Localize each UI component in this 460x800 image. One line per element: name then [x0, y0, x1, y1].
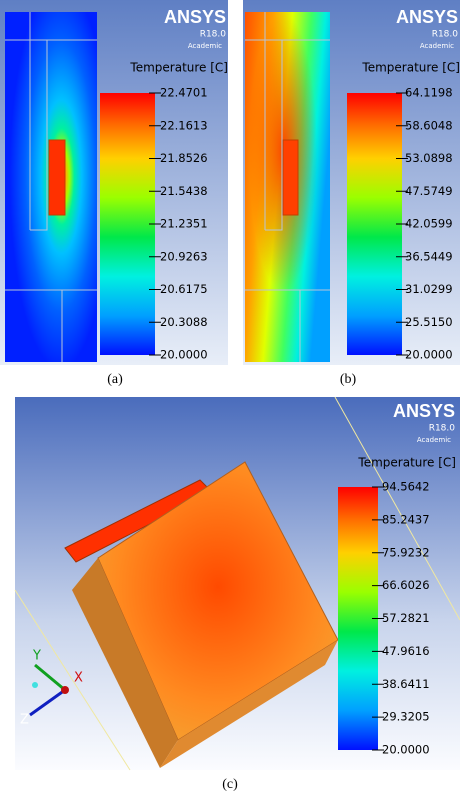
legend-label: 20.9263 [160, 249, 208, 263]
triad [29, 663, 69, 717]
legend-label: 47.9616 [382, 644, 430, 658]
legend-label: 58.6048 [405, 118, 453, 132]
color-bar [347, 93, 402, 355]
color-bar [100, 93, 155, 355]
guide-line [334, 396, 460, 621]
legend-label: 57.2821 [382, 611, 430, 625]
version: R18.0 [429, 424, 456, 434]
triad-label: Z [20, 713, 29, 728]
legend-label: 25.5150 [405, 315, 453, 329]
version: R18.0 [200, 30, 227, 40]
legend-label: 20.6175 [160, 282, 208, 296]
legend-label: 20.3088 [160, 315, 208, 329]
caption: (c) [222, 777, 238, 792]
plate-side [72, 558, 178, 768]
legend-label: 94.5642 [382, 480, 430, 494]
edition: Academic [188, 42, 222, 50]
legend-label: 22.1613 [160, 118, 208, 132]
caption: (b) [340, 372, 357, 387]
x-axis [61, 686, 69, 694]
z-axis [29, 688, 66, 717]
edition: Academic [417, 436, 451, 444]
panel-b: ANSYS R18.0 Academic Temperature [C] 64.1198… [243, 0, 460, 365]
legend-label: 29.3205 [382, 710, 430, 724]
legend-label: 66.6026 [382, 578, 430, 592]
logo: ANSYS [396, 7, 458, 27]
legend-label: 36.5449 [405, 249, 453, 263]
legend-title: Temperature [C] [129, 61, 228, 75]
panel-a: ANSYS R18.0 Academic Temperature [C] 22.4701… [0, 0, 228, 365]
legend-title: Temperature [C] [361, 61, 460, 75]
legend-label: 42.0599 [405, 217, 453, 231]
legend-label: 21.5438 [160, 184, 208, 198]
logo: ANSYS [164, 7, 226, 27]
legend-label: 22.4701 [160, 86, 208, 100]
legend-label: 38.6411 [382, 677, 430, 691]
triad-label: X [74, 671, 83, 686]
version: R18.0 [432, 30, 459, 40]
legend-label: 20.0000 [405, 348, 453, 362]
caption: (a) [107, 372, 123, 387]
legend-title: Temperature [C] [357, 456, 456, 470]
legend-label: 21.8526 [160, 151, 208, 165]
legend-label: 64.1198 [405, 86, 453, 100]
legend-label: 85.2437 [382, 512, 430, 526]
plate-front [160, 640, 338, 768]
legend-label: 53.0898 [405, 151, 453, 165]
triad-label: Y [32, 649, 41, 664]
legend-label: 20.0000 [382, 743, 430, 757]
mesh-lines [5, 12, 97, 362]
logo: ANSYS [393, 401, 455, 421]
legend-label: 20.0000 [160, 348, 208, 362]
origin [32, 682, 38, 688]
heater [48, 139, 66, 216]
y-axis [34, 663, 66, 692]
color-bar [338, 487, 378, 750]
legend-label: 21.2351 [160, 217, 208, 231]
mesh-lines [245, 12, 330, 362]
heater [282, 139, 299, 216]
panel-c: ANSYS R18.0 Academic Temperature [C] 94.5642… [14, 396, 460, 771]
legend-label: 31.0299 [405, 282, 453, 296]
edition: Academic [420, 42, 454, 50]
legend-label: 47.5749 [405, 184, 453, 198]
legend-label: 75.9232 [382, 545, 430, 559]
guide-line [14, 589, 131, 771]
